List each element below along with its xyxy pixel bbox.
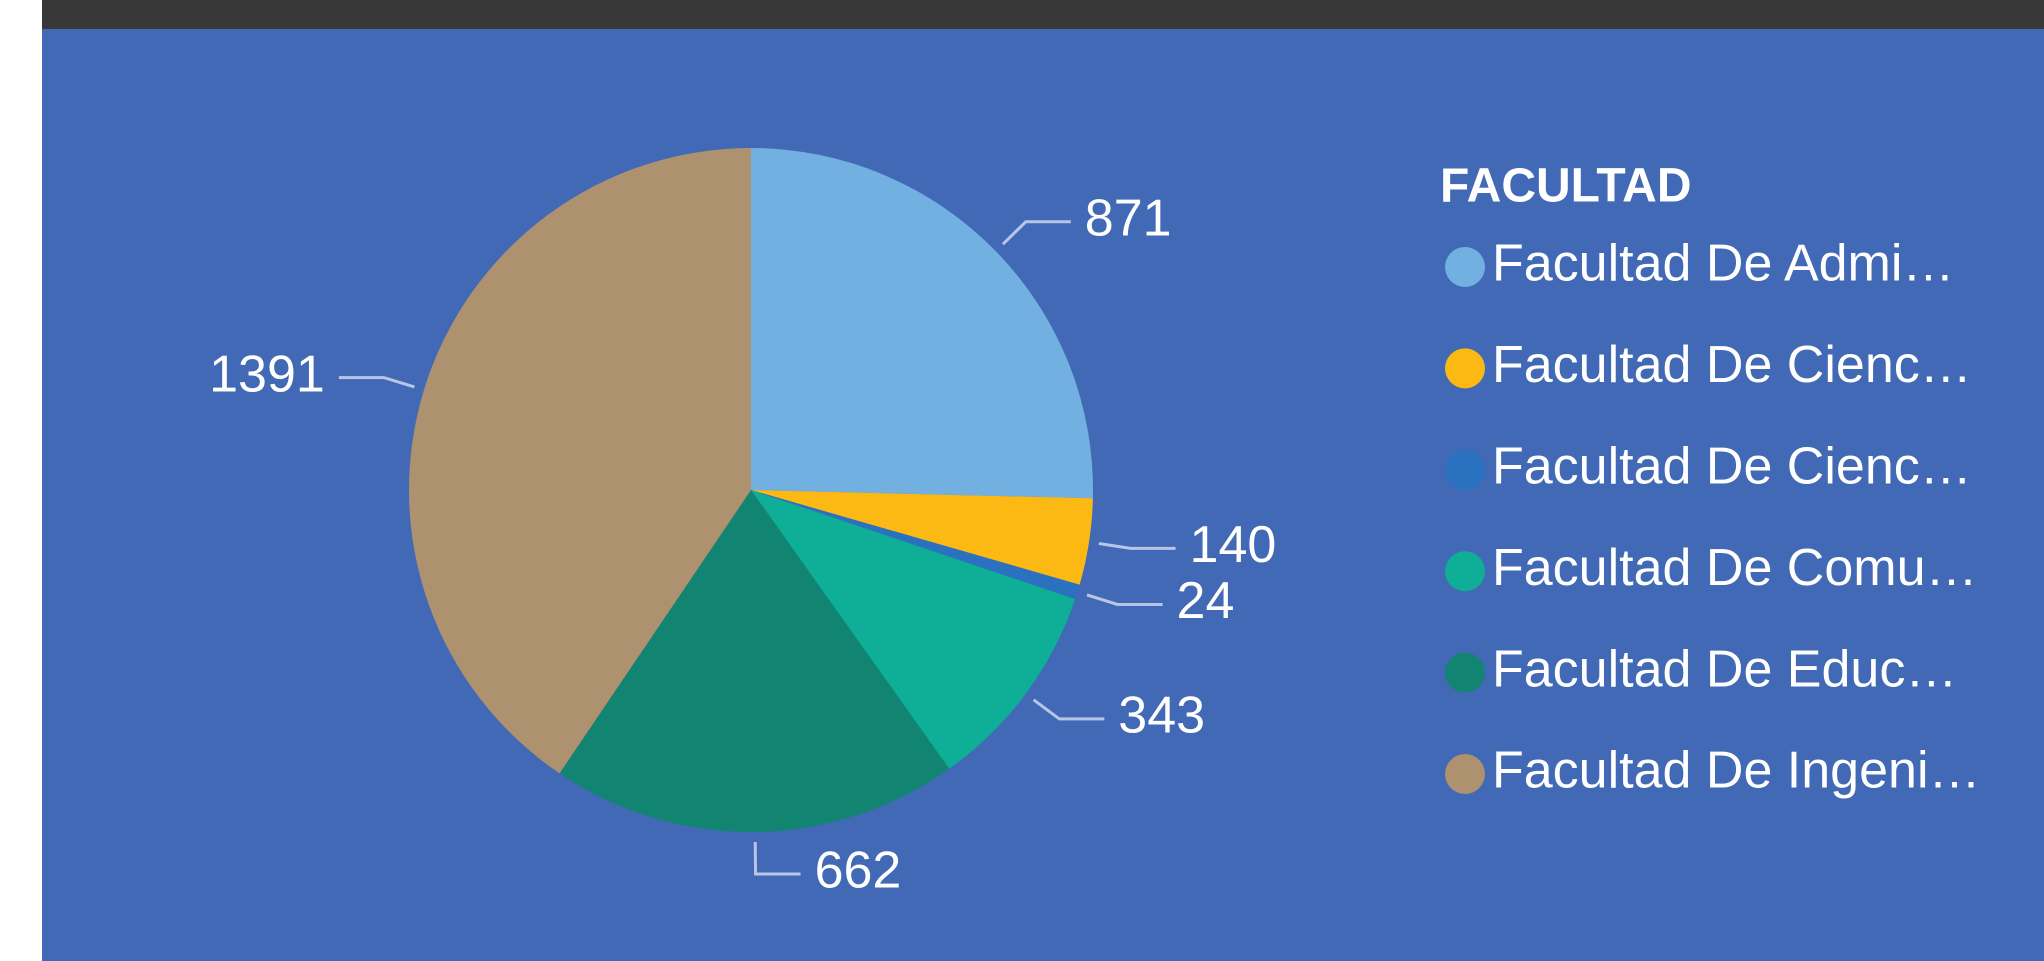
- data-label: 140: [1190, 516, 1277, 574]
- pie-slice: [751, 490, 1093, 585]
- legend-label: Facultad De Ingeni…: [1492, 742, 1981, 800]
- leader-line: [753, 841, 801, 876]
- leader-line: [1086, 593, 1163, 606]
- pie-slice: [751, 490, 1076, 769]
- legend-swatch: [1445, 449, 1485, 490]
- leader-line: [1098, 541, 1176, 550]
- legend-swatch: [1445, 551, 1485, 592]
- legend-label: Facultad De Comu…: [1492, 539, 1978, 597]
- pie-slice: [751, 148, 1093, 499]
- legend-label: Facultad De Admi…: [1492, 235, 1954, 293]
- legend-title: FACULTAD: [1440, 160, 1692, 213]
- leader-line: [1001, 220, 1071, 246]
- legend-label: Facultad De Cienc…: [1492, 438, 1972, 496]
- leader-line: [1032, 698, 1105, 721]
- data-label: 662: [815, 842, 902, 900]
- legend-swatch: [1445, 652, 1485, 693]
- data-label: 343: [1118, 687, 1205, 745]
- pie-slice: [559, 490, 950, 833]
- data-label: 24: [1177, 572, 1235, 630]
- data-label: 1391: [209, 345, 325, 403]
- legend-swatch: [1445, 247, 1485, 287]
- legend-swatch: [1445, 348, 1485, 389]
- legend-label: Facultad De Educ…: [1492, 640, 1957, 698]
- top-bar: [42, 0, 2044, 29]
- pie-slice: [751, 490, 1080, 600]
- legend-label: Facultad De Cienc…: [1492, 336, 1972, 394]
- pie-slice: [409, 148, 751, 774]
- leader-line: [338, 376, 415, 389]
- data-label: 871: [1085, 190, 1172, 248]
- legend-swatch: [1445, 754, 1485, 794]
